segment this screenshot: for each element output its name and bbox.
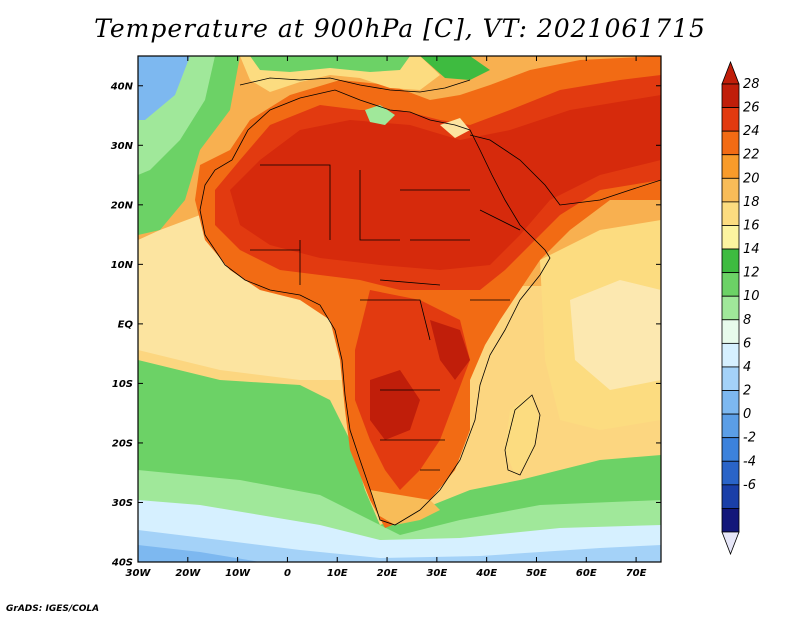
colorbar-swatch	[721, 460, 740, 486]
colorbar-swatch	[721, 390, 740, 415]
lat-tick-label: 30S	[112, 498, 133, 509]
colorbar-swatch	[721, 295, 740, 321]
lon-tick-label: 30E	[426, 568, 447, 579]
coastlines	[199, 77, 661, 526]
temperature-field	[138, 56, 661, 562]
colorbar-label: 4	[743, 360, 751, 375]
colorbar-swatch	[721, 508, 740, 533]
lat-tick-label: 30N	[111, 141, 134, 152]
colorbar-swatch	[721, 366, 740, 391]
lon-tick-label: 20E	[377, 568, 398, 579]
latitude-ticks: 40S 30S 20S 10S EQ 10N 20N 30N 40N	[110, 81, 661, 569]
colorbar-swatch	[721, 107, 740, 132]
lat-tick-label: EQ	[118, 319, 134, 330]
colorbar-label: 18	[743, 195, 760, 210]
lon-tick-label: 10E	[327, 568, 348, 579]
colorbar-over-triangle	[721, 60, 740, 85]
lat-tick-label: 20N	[111, 200, 134, 211]
colorbar-swatch	[721, 437, 740, 462]
colorbar-label: 26	[743, 101, 760, 116]
lon-tick-label: 0	[284, 568, 291, 579]
lat-tick-label: 40S	[111, 558, 133, 569]
colorbar-swatch	[721, 130, 740, 156]
colorbar-label: -6	[743, 478, 756, 493]
colorbar-swatch	[721, 272, 740, 297]
colorbar-swatch	[721, 484, 740, 509]
lon-tick-label: 60E	[576, 568, 597, 579]
colorbar-swatch	[721, 413, 740, 439]
colorbar-swatch	[721, 83, 740, 108]
colorbar-label: 8	[743, 313, 751, 328]
lon-tick-label: 70E	[626, 568, 647, 579]
lon-tick-label: 20W	[175, 568, 201, 579]
lat-tick-label: 10S	[112, 379, 133, 390]
colorbar-swatch	[721, 225, 740, 250]
lat-tick-label: 40N	[110, 81, 134, 92]
colorbar-swatch	[721, 319, 740, 344]
lon-tick-label: 40E	[475, 568, 497, 579]
colorbar-label: 12	[743, 266, 760, 281]
colorbar-label: 0	[743, 407, 751, 422]
longitude-ticks: 30W 20W 10W 0 10E 20E 30E 40E 50E 60E 70E	[126, 56, 647, 579]
colorbar-label: 22	[743, 148, 760, 163]
plot-title: Temperature at 900hPa [C], VT: 202106171…	[94, 14, 706, 43]
colorbar-swatch	[721, 177, 740, 203]
colorbar-swatch	[721, 248, 740, 274]
colorbar-swatch	[721, 154, 740, 179]
lat-tick-label: 20S	[112, 438, 133, 449]
credit-label: GrADS: IGES/COLA	[6, 604, 100, 614]
lon-tick-label: 30W	[126, 568, 152, 579]
colorbar-label: -2	[743, 431, 756, 446]
plot-frame	[137, 55, 662, 563]
colorbar-label: 6	[743, 336, 751, 351]
colorbar-swatch	[721, 342, 740, 368]
colorbar-label: 10	[743, 289, 760, 304]
lat-tick-label: 10N	[111, 260, 134, 271]
colorbar-label: 24	[743, 124, 760, 139]
colorbar-label: 14	[743, 242, 760, 257]
colorbar-label: 16	[743, 218, 760, 233]
lon-tick-label: 50E	[526, 568, 547, 579]
colorbar-under-triangle	[721, 531, 740, 556]
colorbar-swatch	[721, 201, 740, 226]
colorbar-label: 2	[743, 384, 751, 399]
colorbar-label: -4	[743, 454, 756, 469]
colorbar-label: 20	[743, 171, 760, 186]
colorbar-label: 28	[743, 77, 760, 92]
lon-tick-label: 10W	[225, 568, 251, 579]
